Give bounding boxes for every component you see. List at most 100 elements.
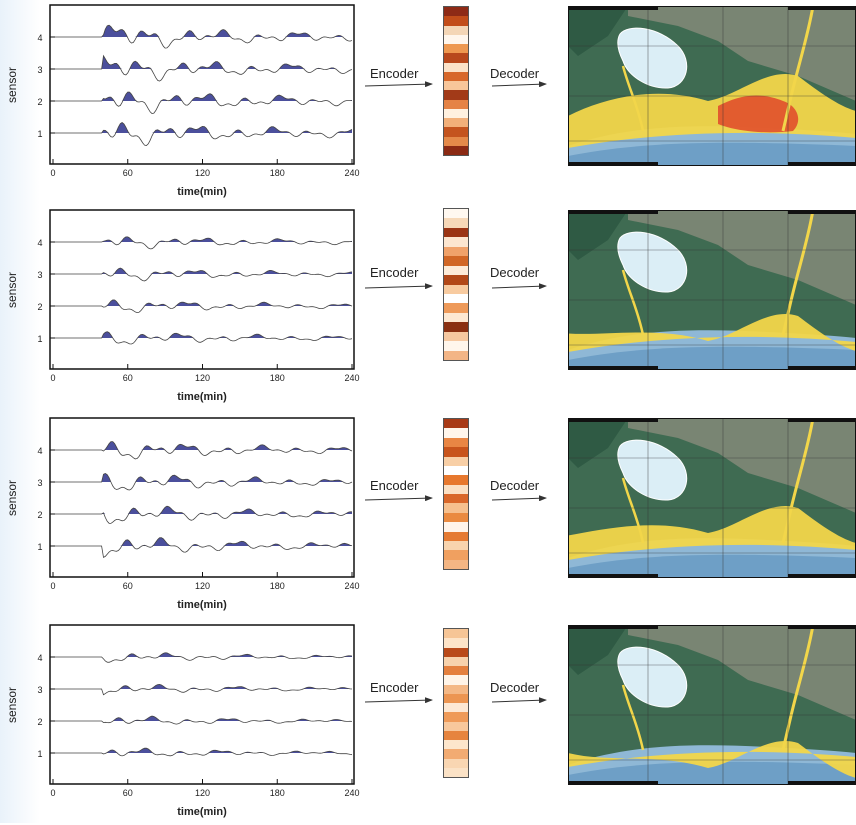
sensor-traces [53,652,353,757]
map-river [781,210,815,336]
map-dark-land [568,210,628,260]
latent-code-cell [444,456,468,466]
sensor-wave-line [53,683,353,696]
latent-code-cell [444,675,468,685]
latent-code-cell [444,703,468,713]
latent-code-cell [444,428,468,438]
sensor-wave-fill [53,236,352,242]
inundation-map-3 [568,418,856,578]
latent-code-cell [444,712,468,722]
latent-code-cell [444,503,468,513]
decoder-label: Decoder [490,680,540,695]
map-border-bar [568,6,658,10]
map-high-depth-zone [718,95,799,133]
map-river [621,65,645,132]
sensor-traces [53,441,353,559]
latent-code-cell [444,284,468,294]
sensor-traces [53,24,353,147]
sensor-wave-fill [53,268,352,274]
panel-frame [49,209,355,370]
encoder-arrow [364,697,433,704]
encoder-arrow [364,495,433,502]
latent-code-cell [444,721,468,731]
latent-code-cell [444,512,468,523]
map-dark-land [568,6,628,56]
encoder-label: Encoder [370,66,419,81]
latent-code-cell [444,81,468,91]
latent-code-cell [444,44,468,54]
map-border-bar [568,162,658,166]
sensor-wave-line [53,441,353,460]
latent-code-cell [444,647,468,657]
latent-code-cell [444,237,468,247]
y-tick-label: 1 [37,129,42,139]
y-axis-label: sensor [5,480,19,516]
sensor-wave-fill [53,748,352,753]
x-axis-label: time(min) [177,806,227,818]
y-tick-label: 3 [37,270,42,280]
sensor-wave-fill [53,537,352,546]
map-highland [628,210,856,305]
panel-frame [49,417,355,578]
map-highland [628,6,856,101]
y-tick-label: 4 [37,33,42,43]
sensor-wave-line [53,472,353,491]
timeseries-panel-2: 4 3 2 1 0 60 120 180 240 sensor time(min) [5,209,360,403]
latent-code-cell [444,108,468,118]
latent-code-cell [444,293,468,304]
y-ticks: 4 3 2 1 [37,653,55,759]
x-axis-label: time(min) [177,599,227,611]
sensor-wave-fill [53,122,352,133]
latent-code-cell [444,656,468,666]
y-ticks: 4 3 2 1 [37,238,55,344]
latent-code-cell [444,322,468,332]
inundation-map-2 [568,210,856,370]
x-tick-label: 240 [344,581,359,591]
x-tick-label: 180 [270,373,285,383]
map-dark-land [568,418,628,468]
latent-code-cell [444,730,468,740]
map-highland [628,625,856,720]
sensor-wave-fill [53,92,352,101]
y-tick-label: 3 [37,478,42,488]
latent-code-cell [444,758,468,768]
x-tick-label: 240 [344,373,359,383]
x-ticks: 0 60 120 180 240 [50,572,360,591]
latent-code-cell [444,550,468,560]
timeseries-panel-3: 4 3 2 1 0 60 120 180 240 sensor time(min) [5,417,360,611]
map-river [621,684,645,751]
map-inundation-zone [568,313,856,352]
latent-code-cell [444,447,468,457]
encoder-label: Encoder [370,265,419,280]
latent-code-cell [444,246,468,257]
y-tick-label: 2 [37,510,42,520]
x-ticks: 0 60 120 180 240 [50,364,360,383]
latent-code-cell [444,437,468,448]
y-tick-label: 3 [37,65,42,75]
latent-code-cell [444,71,468,81]
map-border-bar [788,6,856,10]
latent-code-cell [444,53,468,63]
map-border-bar [568,574,658,578]
x-axis-label: time(min) [177,186,227,198]
x-tick-label: 120 [195,373,210,383]
sensor-wave-line [53,91,353,115]
x-ticks: 0 60 120 180 240 [50,779,360,798]
x-tick-label: 60 [123,373,133,383]
sensor-wave-line [53,122,353,147]
y-tick-label: 2 [37,97,42,107]
x-tick-label: 240 [344,168,359,178]
latent-code-cell [444,303,468,313]
encoder-arrow [364,283,433,290]
latent-code-cell [444,127,468,137]
y-axis-label: sensor [5,272,19,308]
map-river [621,269,645,336]
encoder-label: Encoder [370,478,419,493]
inundation-map-1 [568,6,856,166]
latent-code-cell [444,218,468,228]
sensor-wave-line [53,299,353,314]
latent-code-cell [444,90,468,100]
latent-code-cell [444,638,468,648]
latent-code-cell [444,275,468,285]
latent-code-cell [444,693,468,703]
